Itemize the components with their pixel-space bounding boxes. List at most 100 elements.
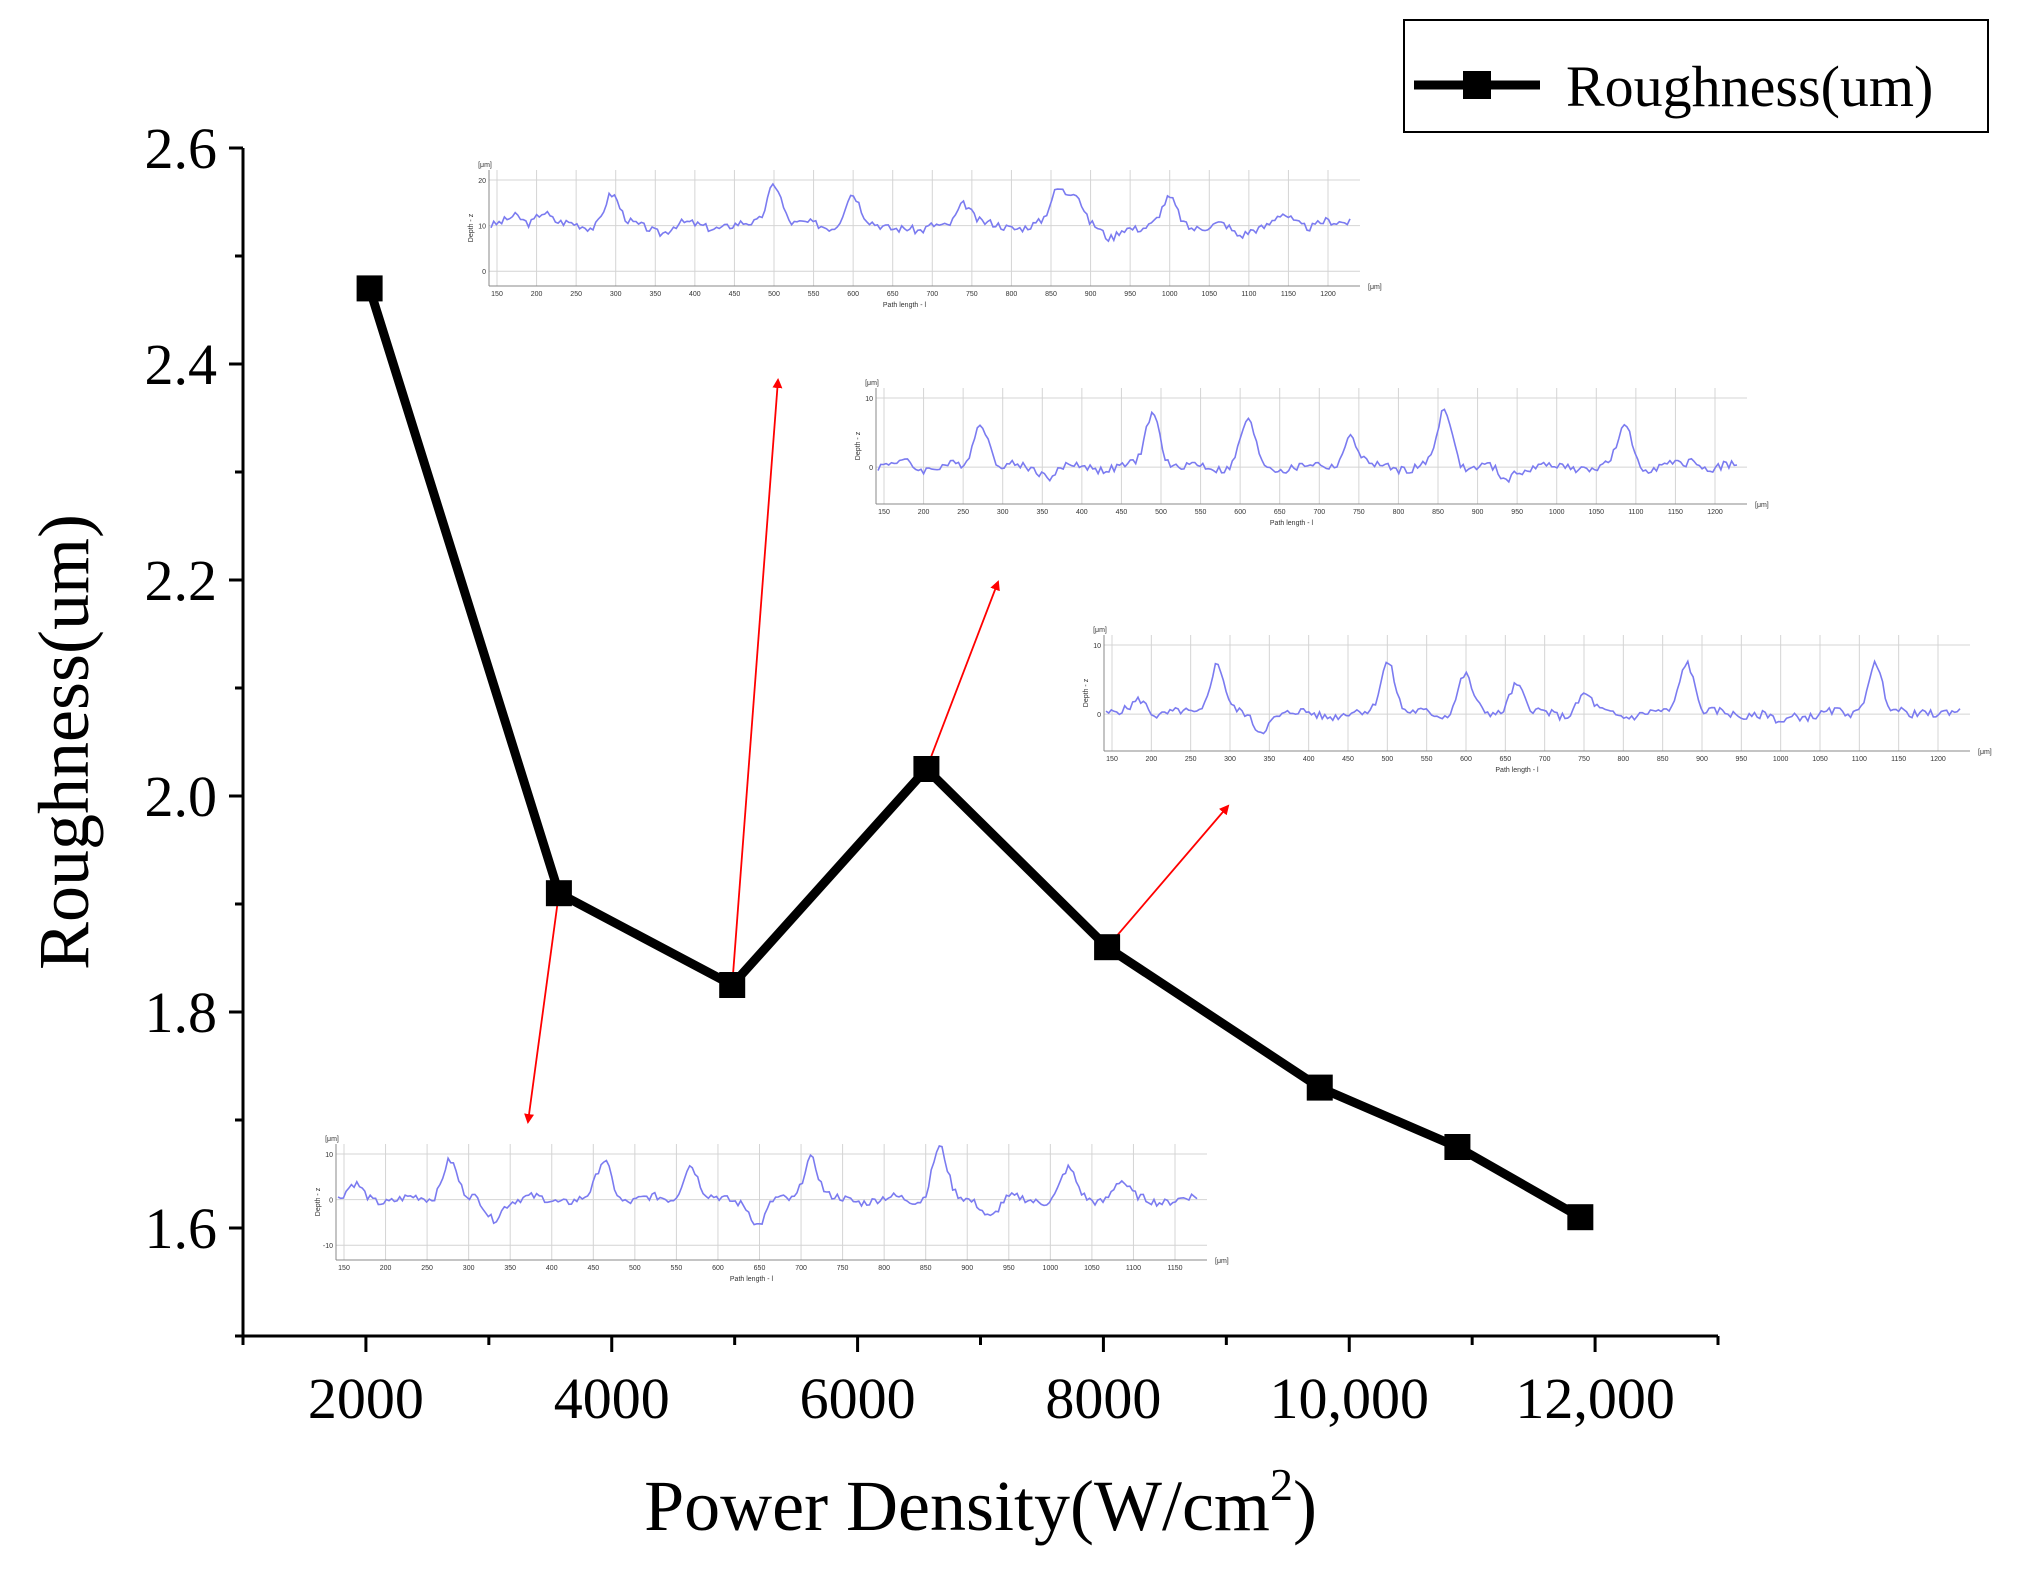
inset-trace xyxy=(337,1145,1198,1226)
inset-x-tick: 550 xyxy=(1421,756,1433,763)
x-tick-label: 12,000 xyxy=(1515,1366,1675,1431)
inset-y-tick: 0 xyxy=(329,1198,333,1205)
inset-x-tick: 300 xyxy=(997,509,1009,516)
inset-x-tick: 1000 xyxy=(1773,756,1789,763)
inset-x-label: Path length - l xyxy=(1270,520,1314,527)
legend: Roughness(um) xyxy=(1403,19,1989,133)
inset-x-tick: 900 xyxy=(1472,509,1484,516)
legend-box xyxy=(1403,19,1989,133)
inset-x-tick: 200 xyxy=(918,509,930,516)
inset-x-tick: 400 xyxy=(1303,756,1315,763)
y-tick-label: 1.6 xyxy=(145,1196,218,1261)
inset-profile-2: 150 200 250 300 350 400 450 500 550 600 650 700 750 8… xyxy=(854,378,1769,540)
inset-x-tick: 450 xyxy=(587,1265,599,1272)
x-axis-title: Power Density(W/cm2) xyxy=(644,1459,1317,1546)
inset-x-unit: [μm] xyxy=(1978,749,1992,756)
inset-x-tick: 600 xyxy=(1234,509,1246,516)
inset-y-tick: 0 xyxy=(482,269,486,276)
inset-x-tick: 250 xyxy=(421,1265,433,1272)
inset-x-tick: 1200 xyxy=(1320,291,1336,298)
inset-x-tick: 200 xyxy=(1145,756,1157,763)
inset-x-tick: 250 xyxy=(570,291,582,298)
inset-x-tick: 900 xyxy=(1696,756,1708,763)
inset-x-tick: 800 xyxy=(1393,509,1405,516)
data-point xyxy=(913,756,940,782)
inset-x-tick: 700 xyxy=(795,1265,807,1272)
inset-x-label: Path length - l xyxy=(1495,767,1539,774)
data-point xyxy=(545,880,572,907)
inset-x-tick: 1050 xyxy=(1588,509,1604,516)
x-tick-label: 2000 xyxy=(308,1366,424,1431)
inset-x-tick: 350 xyxy=(1036,509,1048,516)
inset-x-tick: 200 xyxy=(380,1265,392,1272)
inset-x-tick: 1000 xyxy=(1043,1265,1059,1272)
inset-background xyxy=(467,160,1374,322)
inset-y-unit: [μm] xyxy=(325,1136,339,1143)
inset-background xyxy=(854,378,1761,540)
inset-x-tick: 1050 xyxy=(1812,756,1828,763)
inset-x-tick: 150 xyxy=(491,291,503,298)
inset-x-tick: 450 xyxy=(1116,509,1128,516)
inset-x-tick: 650 xyxy=(1499,756,1511,763)
inset-trace xyxy=(1105,659,1961,735)
inset-profile-1: 150 200 250 300 350 400 450 500 550 600 650 700 750 8… xyxy=(467,160,1382,322)
inset-x-tick: 250 xyxy=(1185,756,1197,763)
insets-layer: 150 200 250 300 350 400 450 500 550 600 650 700 750 8… xyxy=(314,160,1992,1296)
inset-x-tick: 550 xyxy=(1195,509,1207,516)
inset-x-tick: 350 xyxy=(1263,756,1275,763)
inset-x-tick: 1200 xyxy=(1930,756,1946,763)
inset-y-tick: 10 xyxy=(478,224,486,231)
inset-x-tick: 850 xyxy=(920,1265,932,1272)
inset-x-tick: 1150 xyxy=(1281,291,1296,298)
inset-x-tick: 800 xyxy=(1617,756,1629,763)
inset-x-unit: [μm] xyxy=(1215,1258,1229,1265)
inset-x-tick: 700 xyxy=(1313,509,1325,516)
inset-x-tick: 400 xyxy=(546,1265,558,1272)
inset-background xyxy=(314,1134,1221,1296)
inset-x-tick: 1050 xyxy=(1084,1265,1100,1272)
data-point xyxy=(719,972,746,998)
inset-x-tick: 350 xyxy=(649,291,661,298)
inset-x-tick: 300 xyxy=(610,291,622,298)
y-axis-title: Roughness(um) xyxy=(24,514,104,970)
inset-x-tick: 1200 xyxy=(1707,509,1723,516)
x-tick-label: 8000 xyxy=(1045,1366,1161,1431)
legend-marker xyxy=(1463,71,1491,99)
inset-y-tick: 0 xyxy=(1097,712,1101,719)
y-tick-label: 2.0 xyxy=(145,764,218,829)
inset-y-tick: -10 xyxy=(323,1243,333,1250)
inset-x-tick: 300 xyxy=(1224,756,1236,763)
inset-x-tick: 400 xyxy=(1076,509,1088,516)
annotation-arrow xyxy=(524,893,560,1124)
inset-x-tick: 1100 xyxy=(1241,291,1256,298)
x-tick-label: 10,000 xyxy=(1270,1366,1430,1431)
series-line xyxy=(365,287,1583,1222)
inset-x-tick: 1150 xyxy=(1891,756,1906,763)
inset-x-tick: 600 xyxy=(1460,756,1472,763)
inset-y-label: Depth - z xyxy=(315,1187,322,1216)
inset-y-tick: 10 xyxy=(1093,643,1101,650)
legend-label: Roughness(um) xyxy=(1566,54,1933,119)
inset-x-tick: 750 xyxy=(1353,509,1365,516)
inset-x-tick: 650 xyxy=(1274,509,1286,516)
inset-x-tick: 400 xyxy=(689,291,701,298)
inset-x-unit: [μm] xyxy=(1368,284,1382,291)
inset-x-tick: 600 xyxy=(847,291,859,298)
inset-x-tick: 500 xyxy=(1155,509,1167,516)
inset-x-tick: 300 xyxy=(463,1265,475,1272)
inset-y-label: Depth - z xyxy=(855,431,862,460)
inset-x-tick: 650 xyxy=(754,1265,766,1272)
y-tick-label: 2.4 xyxy=(145,332,218,397)
inset-x-tick: 500 xyxy=(768,291,780,298)
inset-x-label: Path length - l xyxy=(883,302,927,309)
inset-x-tick: 150 xyxy=(1106,756,1118,763)
inset-x-tick: 1000 xyxy=(1549,509,1565,516)
data-point xyxy=(1306,1074,1333,1101)
inset-x-tick: 550 xyxy=(808,291,820,298)
x-tick-label: 6000 xyxy=(800,1366,916,1431)
inset-x-tick: 350 xyxy=(504,1265,516,1272)
inset-x-tick: 1050 xyxy=(1201,291,1217,298)
